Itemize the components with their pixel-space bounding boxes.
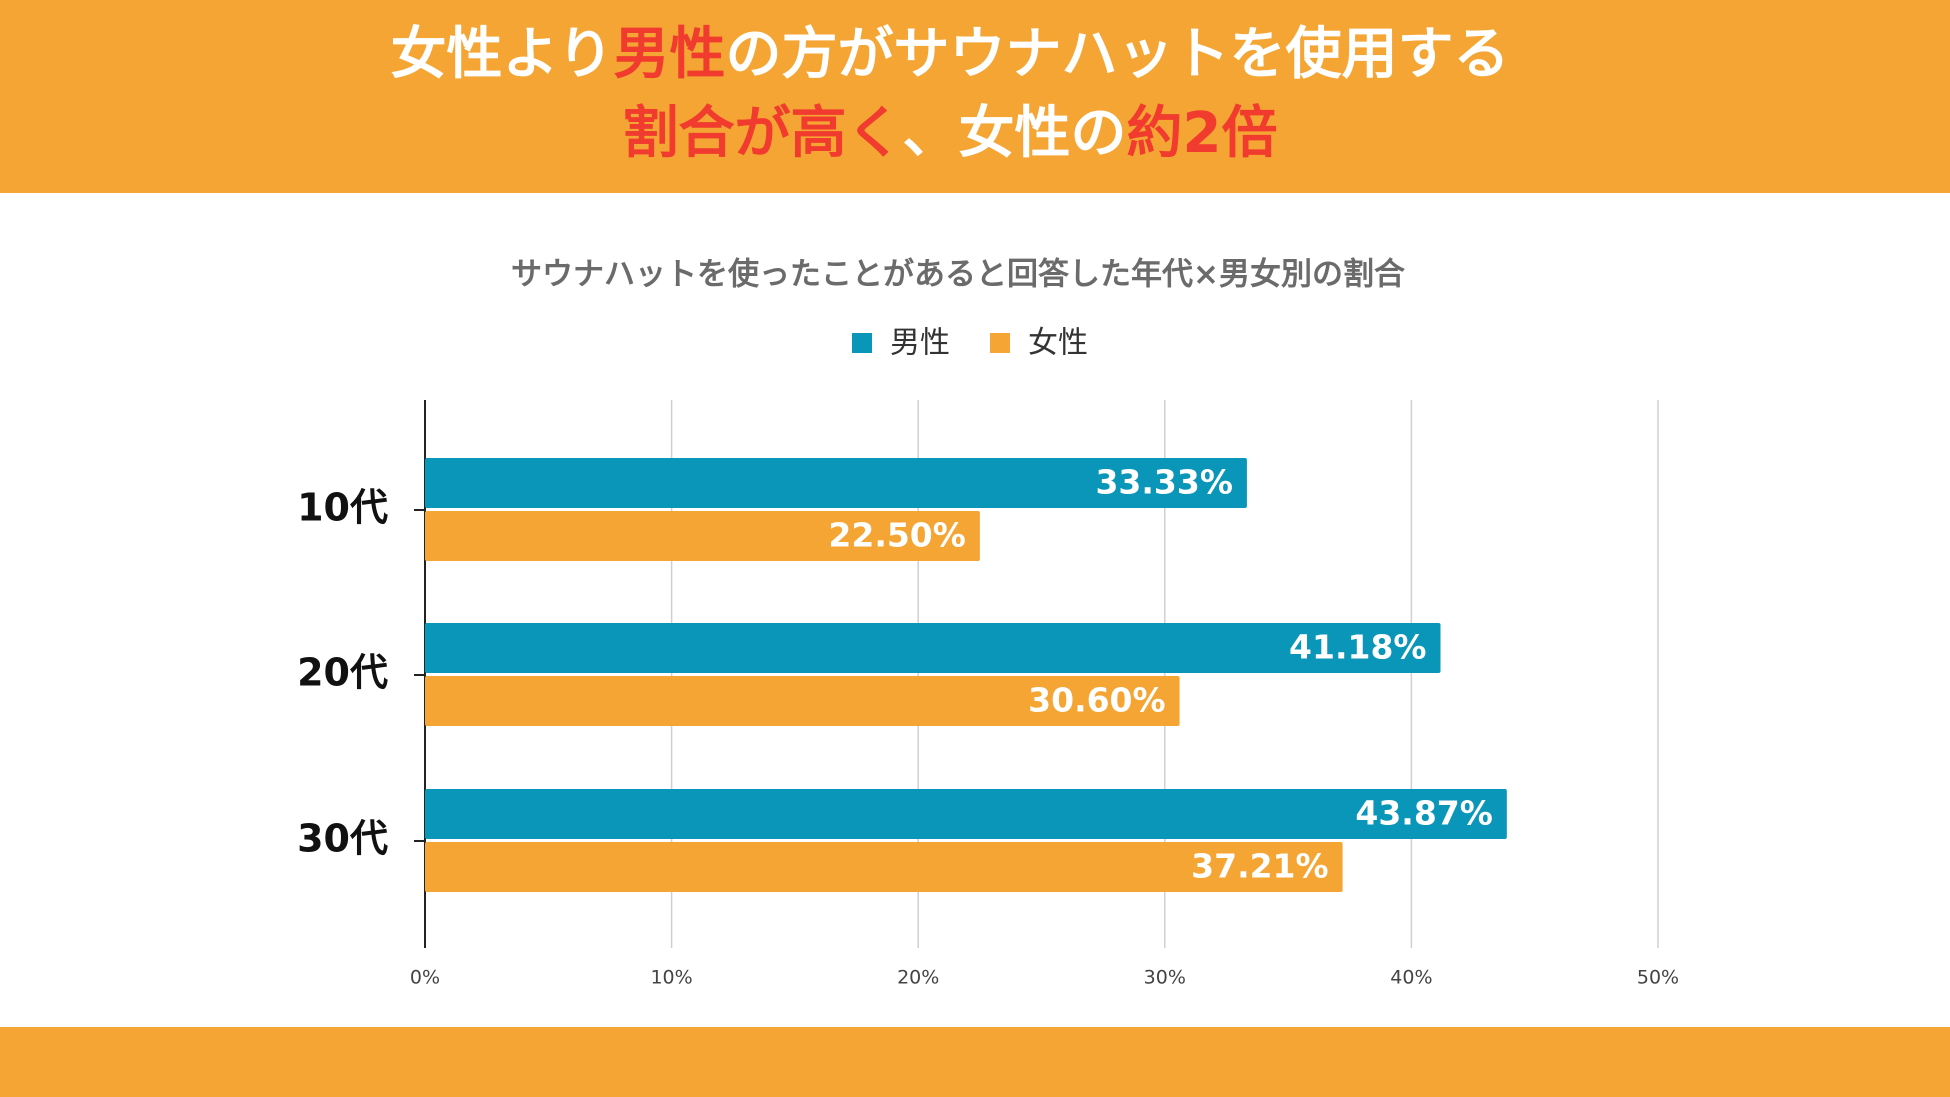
bar: [425, 511, 980, 561]
bar: [425, 676, 1180, 726]
title-segment: 女性より: [391, 22, 614, 87]
legend-label: 女性: [1028, 326, 1088, 361]
bar: [425, 458, 1247, 508]
x-tick-label: 30%: [1144, 967, 1186, 989]
header-title: 女性より男性の方がサウナハットを使用する: [391, 22, 1510, 87]
legend-swatch: [990, 333, 1010, 353]
x-tick-label: 50%: [1637, 967, 1679, 989]
bar: [425, 842, 1343, 892]
title-segment: の方がサウナハットを使用する: [725, 22, 1509, 87]
x-tick-label: 20%: [897, 967, 939, 989]
value-label: 30.60%: [1028, 681, 1165, 720]
value-label: 22.50%: [828, 516, 965, 555]
chart-title: サウナハットを使ったことがあると回答した年代×男女別の割合: [511, 257, 1405, 293]
x-tick-label: 10%: [650, 967, 692, 989]
value-label: 33.33%: [1095, 463, 1232, 502]
legend-swatch: [852, 333, 872, 353]
title-segment: 約2倍: [1127, 101, 1278, 166]
legend-label: 男性: [890, 326, 950, 361]
title-segment: 、女性の: [903, 101, 1127, 166]
x-tick-label: 0%: [410, 967, 440, 989]
title-segment: 男性: [613, 22, 725, 87]
y-tick-label: 30代: [297, 817, 388, 861]
header-title: 割合が高く、女性の約2倍: [623, 101, 1278, 166]
title-segment: 割合が高く: [623, 101, 903, 166]
header-band: [0, 0, 1950, 193]
value-label: 41.18%: [1289, 628, 1426, 667]
x-tick-label: 40%: [1390, 967, 1432, 989]
footer-band: [0, 1027, 1950, 1097]
bar: [425, 623, 1441, 673]
value-label: 37.21%: [1191, 847, 1328, 886]
value-label: 43.87%: [1355, 794, 1492, 833]
y-tick-label: 10代: [297, 486, 388, 530]
y-tick-label: 20代: [297, 651, 388, 695]
bar: [425, 789, 1507, 839]
